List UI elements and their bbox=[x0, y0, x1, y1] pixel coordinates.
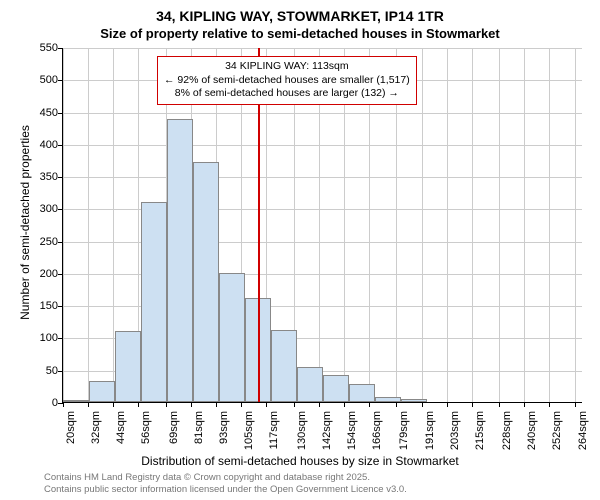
x-tick-mark bbox=[549, 402, 550, 407]
y-tick-label: 500 bbox=[18, 74, 58, 86]
y-tick-label: 350 bbox=[18, 171, 58, 183]
gridline-h bbox=[63, 113, 582, 114]
y-tick-label: 150 bbox=[18, 300, 58, 312]
histogram-bar bbox=[375, 397, 401, 402]
x-tick-mark bbox=[113, 402, 114, 407]
histogram-bar bbox=[63, 400, 89, 402]
histogram-bar bbox=[167, 119, 193, 402]
y-tick-label: 400 bbox=[18, 139, 58, 151]
histogram-bar bbox=[89, 381, 115, 402]
y-tick-label: 300 bbox=[18, 203, 58, 215]
annotation-line2: ← 92% of semi-detached houses are smalle… bbox=[164, 74, 410, 88]
x-tick-mark bbox=[319, 402, 320, 407]
x-tick-label: 240sqm bbox=[526, 411, 538, 471]
histogram-bar bbox=[401, 399, 427, 402]
x-tick-label: 56sqm bbox=[140, 411, 152, 471]
x-tick-mark bbox=[241, 402, 242, 407]
x-tick-label: 117sqm bbox=[268, 411, 280, 471]
gridline-h bbox=[63, 177, 582, 178]
x-tick-mark bbox=[191, 402, 192, 407]
x-tick-label: 69sqm bbox=[168, 411, 180, 471]
y-tick-label: 0 bbox=[18, 397, 58, 409]
gridline-v bbox=[575, 48, 576, 402]
x-tick-mark bbox=[294, 402, 295, 407]
x-tick-label: 228sqm bbox=[501, 411, 513, 471]
gridline-v bbox=[88, 48, 89, 402]
x-tick-label: 93sqm bbox=[218, 411, 230, 471]
x-tick-label: 203sqm bbox=[449, 411, 461, 471]
x-tick-mark bbox=[266, 402, 267, 407]
plot-area: 34 KIPLING WAY: 113sqm ← 92% of semi-det… bbox=[62, 48, 582, 403]
y-tick-label: 50 bbox=[18, 365, 58, 377]
x-tick-mark bbox=[499, 402, 500, 407]
x-tick-label: 264sqm bbox=[577, 411, 589, 471]
x-tick-label: 191sqm bbox=[424, 411, 436, 471]
gridline-h bbox=[63, 48, 582, 49]
x-tick-mark bbox=[396, 402, 397, 407]
histogram-bar bbox=[297, 367, 323, 403]
x-tick-mark bbox=[88, 402, 89, 407]
chart-subtitle: Size of property relative to semi-detach… bbox=[0, 26, 600, 41]
y-tick-label: 450 bbox=[18, 107, 58, 119]
x-tick-label: 142sqm bbox=[321, 411, 333, 471]
x-tick-mark bbox=[216, 402, 217, 407]
x-tick-label: 215sqm bbox=[474, 411, 486, 471]
histogram-bar bbox=[141, 202, 167, 402]
x-tick-mark bbox=[369, 402, 370, 407]
x-tick-mark bbox=[575, 402, 576, 407]
histogram-bar bbox=[115, 331, 141, 402]
x-tick-mark bbox=[166, 402, 167, 407]
x-tick-mark bbox=[422, 402, 423, 407]
y-tick-label: 250 bbox=[18, 236, 58, 248]
annotation-line3: 8% of semi-detached houses are larger (1… bbox=[164, 87, 410, 101]
x-tick-label: 81sqm bbox=[193, 411, 205, 471]
histogram-bar bbox=[349, 384, 375, 402]
x-tick-mark bbox=[344, 402, 345, 407]
histogram-bar bbox=[323, 375, 349, 402]
gridline-v bbox=[524, 48, 525, 402]
histogram-bar bbox=[219, 273, 245, 402]
x-tick-mark bbox=[138, 402, 139, 407]
x-tick-label: 105sqm bbox=[243, 411, 255, 471]
gridline-v bbox=[499, 48, 500, 402]
x-tick-mark bbox=[524, 402, 525, 407]
x-tick-label: 130sqm bbox=[296, 411, 308, 471]
x-tick-label: 32sqm bbox=[90, 411, 102, 471]
histogram-bar bbox=[271, 330, 297, 402]
x-tick-label: 44sqm bbox=[115, 411, 127, 471]
gridline-h bbox=[63, 145, 582, 146]
gridline-v bbox=[447, 48, 448, 402]
y-tick-label: 200 bbox=[18, 268, 58, 280]
x-tick-label: 166sqm bbox=[371, 411, 383, 471]
histogram-bar bbox=[193, 162, 219, 402]
y-tick-label: 100 bbox=[18, 332, 58, 344]
x-tick-mark bbox=[472, 402, 473, 407]
gridline-v bbox=[422, 48, 423, 402]
gridline-v bbox=[472, 48, 473, 402]
gridline-v bbox=[63, 48, 64, 402]
attribution-line1: Contains HM Land Registry data © Crown c… bbox=[44, 472, 407, 484]
x-tick-label: 179sqm bbox=[398, 411, 410, 471]
x-tick-mark bbox=[447, 402, 448, 407]
chart-title: 34, KIPLING WAY, STOWMARKET, IP14 1TR bbox=[0, 8, 600, 24]
x-tick-label: 252sqm bbox=[551, 411, 563, 471]
x-tick-mark bbox=[63, 402, 64, 407]
gridline-v bbox=[549, 48, 550, 402]
annotation-line1: 34 KIPLING WAY: 113sqm bbox=[164, 60, 410, 74]
y-tick-label: 550 bbox=[18, 42, 58, 54]
y-axis-label: Number of semi-detached properties bbox=[18, 45, 32, 400]
chart-container: 34, KIPLING WAY, STOWMARKET, IP14 1TR Si… bbox=[0, 0, 600, 500]
x-tick-label: 20sqm bbox=[65, 411, 77, 471]
attribution-line2: Contains public sector information licen… bbox=[44, 484, 407, 496]
x-tick-label: 154sqm bbox=[346, 411, 358, 471]
attribution: Contains HM Land Registry data © Crown c… bbox=[44, 472, 407, 496]
annotation-box: 34 KIPLING WAY: 113sqm ← 92% of semi-det… bbox=[157, 56, 417, 105]
